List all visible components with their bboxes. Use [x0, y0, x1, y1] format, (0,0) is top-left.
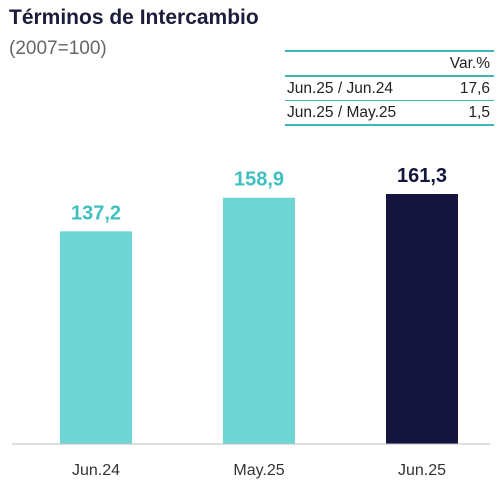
variation-row-value: 1,5	[468, 103, 490, 121]
data-label: 158,9	[234, 169, 284, 191]
chart-title: Términos de Intercambio	[9, 6, 259, 29]
bar-Jun.24	[60, 231, 132, 444]
variation-table-header-row: Var.%	[285, 52, 494, 76]
variation-row: Jun.25 / May.25 1,5	[285, 100, 494, 124]
chart-subtitle: (2007=100)	[9, 38, 107, 59]
variation-row-value: 17,6	[459, 79, 490, 97]
x-tick-label: May.25	[233, 462, 284, 479]
variation-row-label: Jun.25 / Jun.24	[287, 79, 393, 97]
bar-Jun.25	[386, 194, 458, 444]
variation-row-label: Jun.25 / May.25	[287, 103, 397, 121]
variation-table-header: Var.%	[449, 54, 490, 72]
variation-table: Var.% Jun.25 / Jun.24 17,6 Jun.25 / May.…	[285, 50, 494, 126]
variation-row: Jun.25 / Jun.24 17,6	[285, 76, 494, 100]
bar-May.25	[223, 197, 295, 444]
data-label: 161,3	[397, 165, 447, 187]
data-label: 137,2	[71, 202, 121, 224]
x-tick-label: Jun.25	[398, 462, 446, 479]
x-tick-label: Jun.24	[72, 462, 120, 479]
